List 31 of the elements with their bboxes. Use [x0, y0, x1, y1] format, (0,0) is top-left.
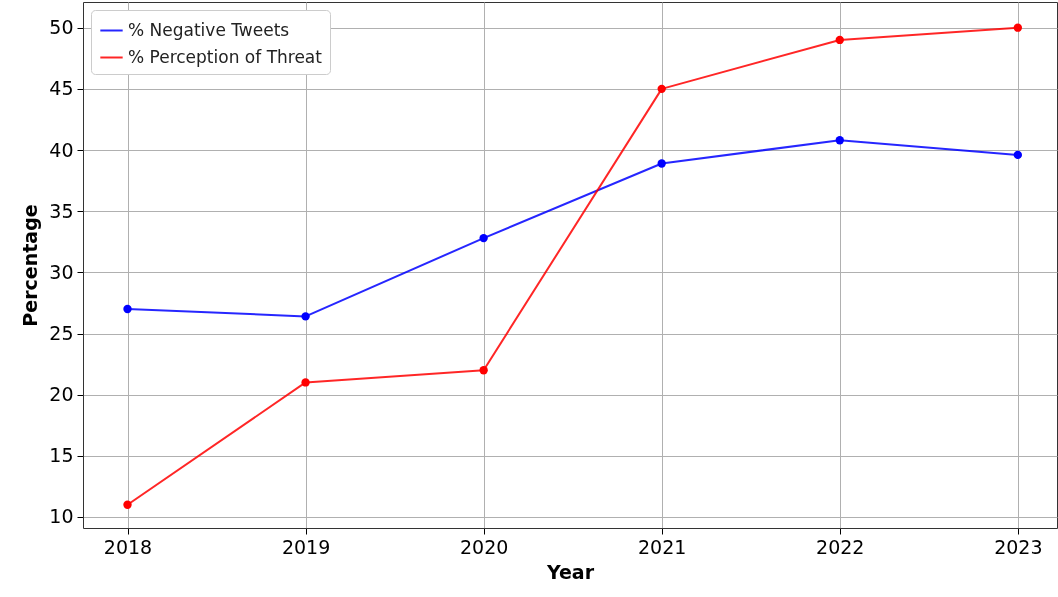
point — [123, 500, 132, 509]
x-tick-label: 2020 — [459, 535, 509, 558]
point — [1013, 23, 1023, 32]
point — [657, 159, 666, 168]
x-tick-label: 2018 — [103, 535, 153, 558]
y-tick-label: 45 — [49, 77, 74, 100]
y-tick-label: 50 — [49, 16, 74, 39]
y-tick-label: 25 — [49, 322, 74, 344]
x-tick-label: 2021 — [638, 535, 687, 558]
point — [479, 233, 488, 243]
legend-label: % Perception of Threat — [128, 46, 323, 67]
point — [301, 312, 310, 321]
y-tick-label: 15 — [49, 444, 74, 467]
point — [835, 35, 844, 45]
x-tick-label: 2022 — [816, 535, 865, 558]
y-tick-label: 35 — [49, 199, 74, 222]
y-tick-label: 40 — [49, 138, 74, 161]
x-tick-label: 2019 — [281, 535, 331, 558]
point — [123, 304, 132, 314]
x-tick-label: 2023 — [994, 535, 1043, 558]
y-axis-title: Percentage — [19, 204, 42, 327]
point — [657, 84, 666, 94]
point — [301, 378, 310, 387]
y-tick-label: 30 — [49, 260, 74, 283]
y-tick-label: 20 — [49, 383, 74, 406]
y-tick-label: 10 — [49, 505, 74, 528]
x-axis-title: Year — [545, 560, 595, 583]
point — [479, 366, 488, 375]
point — [835, 136, 844, 145]
point — [1013, 150, 1023, 160]
legend-label: % Negative Tweets — [128, 19, 290, 40]
